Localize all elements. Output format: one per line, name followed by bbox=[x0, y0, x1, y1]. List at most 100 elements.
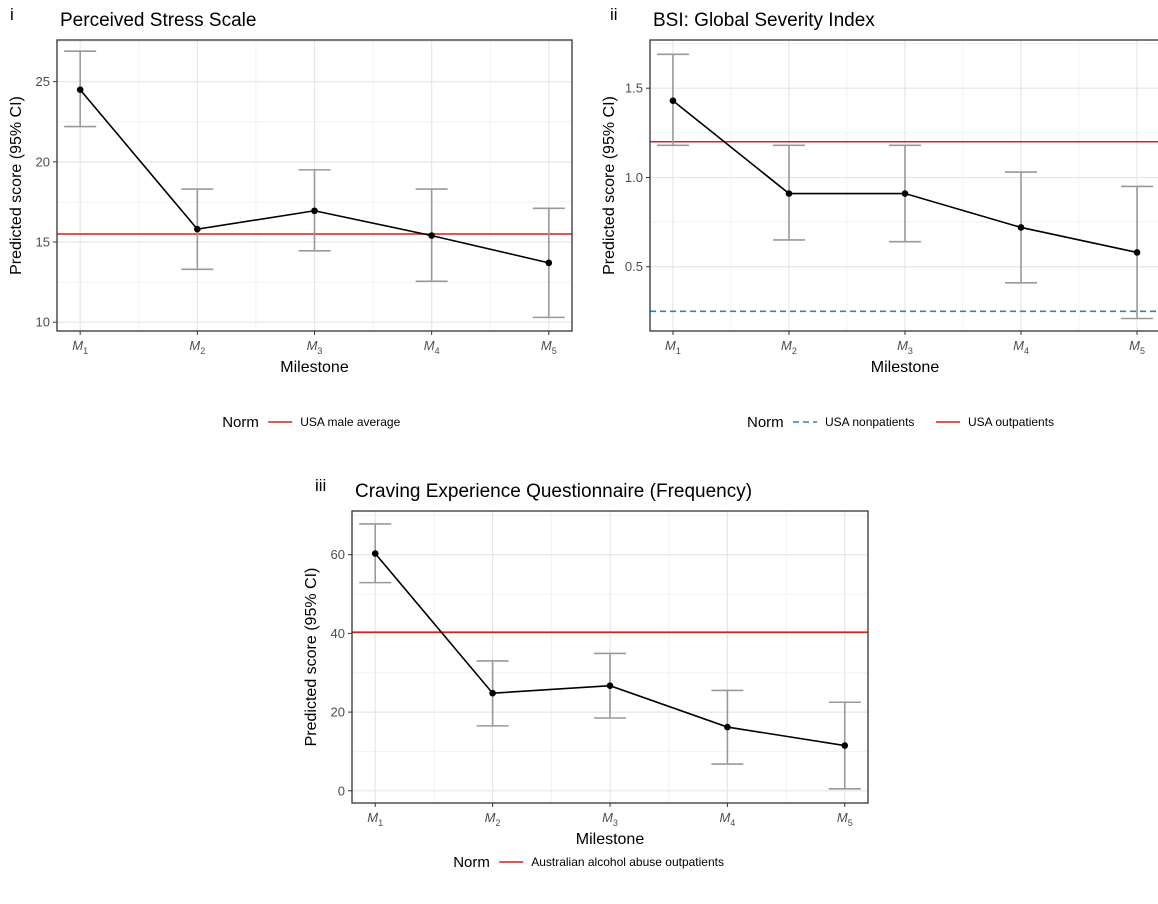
panel-tag: iii bbox=[315, 476, 326, 495]
x-tick-subscript: 3 bbox=[613, 818, 618, 828]
y-tick-label: 40 bbox=[331, 626, 345, 641]
legend: Norm USA nonpatients USA outpatients bbox=[747, 414, 1054, 431]
x-tick-label: M4 bbox=[1013, 338, 1029, 356]
x-tick-subscript: 3 bbox=[317, 346, 322, 356]
x-tick-label: M4 bbox=[719, 810, 735, 828]
x-tick-label: M1 bbox=[72, 338, 88, 356]
x-tick-letter: M bbox=[837, 810, 848, 825]
legend-label: Australian alcohol abuse outpatients bbox=[531, 855, 724, 869]
x-tick-label: M1 bbox=[665, 338, 681, 356]
y-tick-label: 15 bbox=[36, 235, 50, 250]
x-axis-title: Milestone bbox=[871, 359, 940, 376]
chart-title: BSI: Global Severity Index bbox=[653, 10, 875, 31]
x-tick-subscript: 1 bbox=[83, 346, 88, 356]
y-tick-label: 20 bbox=[331, 705, 345, 720]
legend: Norm Australian alcohol abuse outpatients bbox=[453, 854, 724, 871]
legend-title: Norm bbox=[453, 854, 490, 871]
x-axis-title: Milestone bbox=[280, 359, 349, 376]
data-point bbox=[545, 259, 553, 267]
data-point bbox=[1017, 224, 1025, 231]
x-tick-letter: M bbox=[602, 810, 613, 825]
data-point bbox=[606, 682, 614, 690]
data-point bbox=[669, 97, 677, 104]
y-tick-label: 10 bbox=[36, 315, 50, 330]
x-tick-label: M2 bbox=[781, 338, 797, 356]
x-tick-letter: M bbox=[1129, 338, 1140, 353]
y-axis-title: Predicted score (95% CI) bbox=[8, 96, 25, 275]
data-point bbox=[1133, 249, 1141, 256]
x-tick-letter: M bbox=[665, 338, 676, 353]
y-tick-label: 25 bbox=[36, 74, 50, 89]
legend: Norm USA male average bbox=[222, 414, 400, 431]
x-tick-label: M5 bbox=[837, 810, 853, 828]
x-tick-letter: M bbox=[307, 338, 318, 353]
x-tick-subscript: 1 bbox=[378, 818, 383, 828]
y-tick-label: 60 bbox=[331, 547, 345, 562]
x-tick-label: M5 bbox=[541, 338, 557, 356]
x-tick-letter: M bbox=[719, 810, 730, 825]
data-point bbox=[841, 742, 849, 749]
panel-tag: ii bbox=[610, 5, 618, 24]
plot-area bbox=[650, 40, 1158, 331]
data-point bbox=[785, 190, 793, 197]
x-tick-subscript: 2 bbox=[200, 346, 205, 356]
x-tick-label: M3 bbox=[307, 338, 323, 356]
data-point bbox=[428, 232, 435, 239]
x-tick-subscript: 5 bbox=[1140, 346, 1145, 356]
panel-tag: i bbox=[10, 5, 14, 24]
x-tick-label: M3 bbox=[602, 810, 618, 828]
x-tick-letter: M bbox=[781, 338, 792, 353]
x-tick-label: M5 bbox=[1129, 338, 1145, 356]
plot-border bbox=[649, 39, 1158, 332]
y-axis-title: Predicted score (95% CI) bbox=[601, 96, 618, 275]
x-tick-letter: M bbox=[72, 338, 83, 353]
data-point bbox=[194, 225, 201, 233]
x-tick-label: M2 bbox=[189, 338, 205, 356]
data-point bbox=[724, 723, 731, 731]
y-tick-label: 1.5 bbox=[625, 81, 643, 96]
x-tick-subscript: 5 bbox=[552, 346, 557, 356]
legend-title: Norm bbox=[747, 414, 784, 431]
y-tick-label: 0 bbox=[338, 783, 345, 798]
data-point bbox=[901, 190, 909, 197]
x-tick-label: M2 bbox=[485, 810, 501, 828]
legend-label: USA outpatients bbox=[968, 415, 1054, 429]
x-tick-letter: M bbox=[367, 810, 378, 825]
x-tick-subscript: 2 bbox=[792, 346, 797, 356]
y-tick-label: 1.0 bbox=[625, 170, 643, 185]
data-point bbox=[371, 550, 379, 557]
x-tick-subscript: 4 bbox=[730, 818, 735, 828]
x-tick-letter: M bbox=[189, 338, 200, 353]
data-point bbox=[489, 689, 496, 697]
x-tick-letter: M bbox=[485, 810, 496, 825]
x-tick-label: M3 bbox=[897, 338, 913, 356]
x-tick-subscript: 1 bbox=[676, 346, 681, 356]
legend-title: Norm bbox=[222, 414, 259, 431]
y-axis-title: Predicted score (95% CI) bbox=[303, 568, 320, 747]
x-tick-subscript: 4 bbox=[1024, 346, 1029, 356]
x-tick-label: M1 bbox=[367, 810, 383, 828]
y-tick-label: 20 bbox=[36, 154, 50, 169]
x-tick-letter: M bbox=[541, 338, 552, 353]
chart-title: Perceived Stress Scale bbox=[60, 10, 256, 31]
x-tick-letter: M bbox=[897, 338, 908, 353]
x-tick-letter: M bbox=[1013, 338, 1024, 353]
x-tick-subscript: 5 bbox=[848, 818, 853, 828]
y-tick-label: 0.5 bbox=[625, 259, 643, 274]
x-tick-subscript: 2 bbox=[496, 818, 501, 828]
x-axis-title: Milestone bbox=[576, 831, 645, 848]
plot-area bbox=[352, 511, 868, 803]
data-point bbox=[311, 207, 318, 215]
chart-title: Craving Experience Questionnaire (Freque… bbox=[355, 481, 752, 502]
plot-area bbox=[57, 40, 572, 331]
data-point bbox=[76, 86, 84, 94]
x-tick-subscript: 3 bbox=[908, 346, 913, 356]
x-tick-subscript: 4 bbox=[435, 346, 440, 356]
x-tick-letter: M bbox=[424, 338, 435, 353]
x-tick-label: M4 bbox=[424, 338, 440, 356]
legend-label: USA nonpatients bbox=[825, 415, 914, 429]
